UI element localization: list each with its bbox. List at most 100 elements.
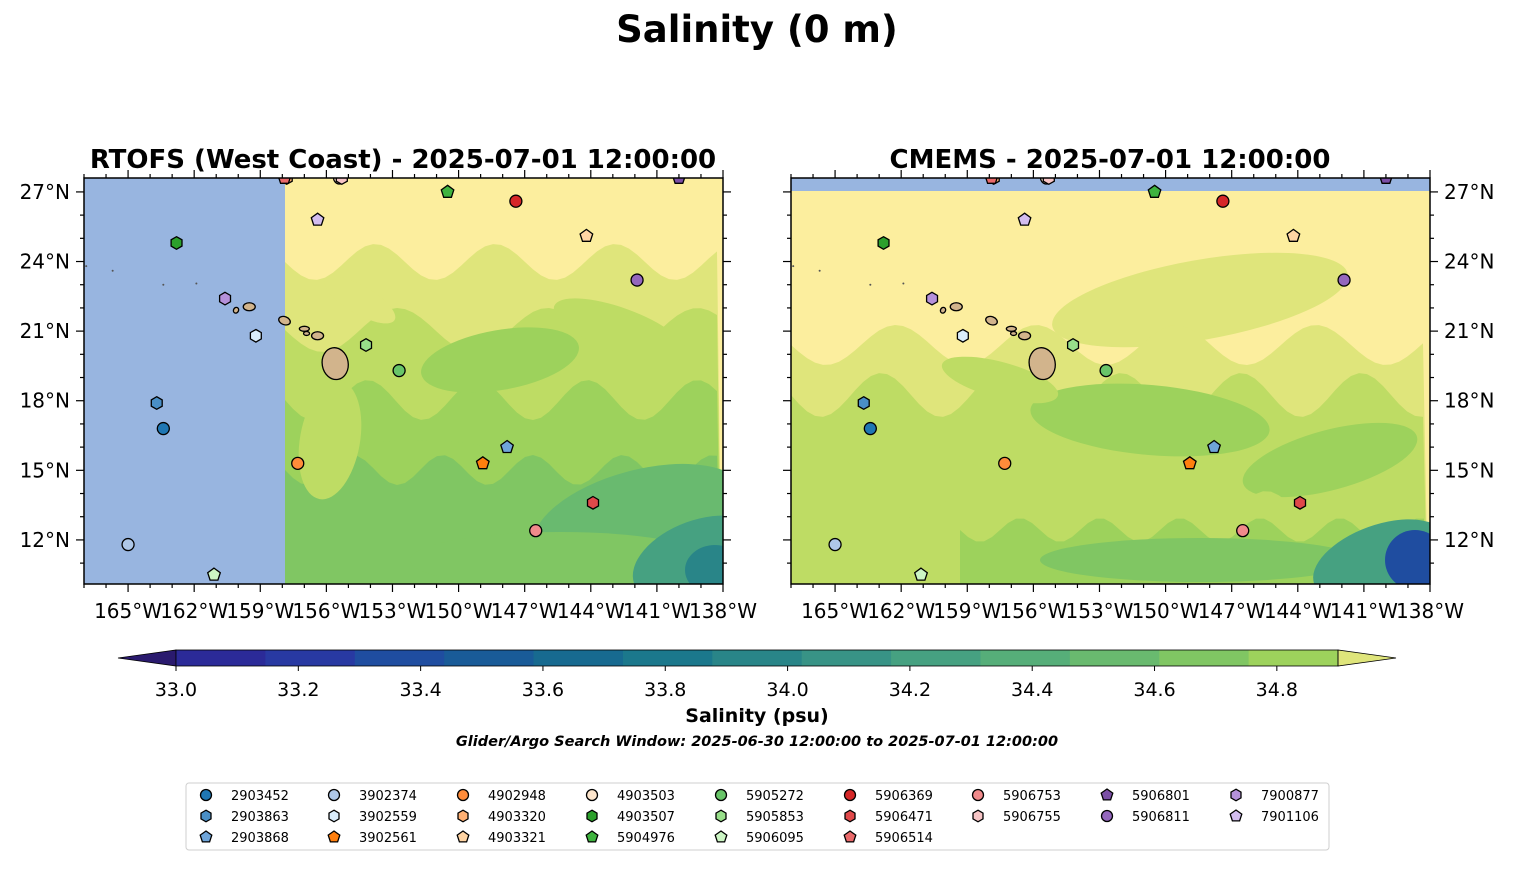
island — [1005, 325, 1017, 332]
legend-marker-4902948 — [456, 788, 470, 802]
x-tick-label: 138°W — [1396, 599, 1464, 623]
float-marker-5906755 — [335, 178, 348, 186]
legend-marker-5906753 — [971, 788, 985, 802]
float-marker-5906095 — [206, 567, 222, 581]
colorbar-segment — [712, 650, 803, 666]
legend-label-5906369: 5906369 — [875, 789, 933, 804]
island — [1017, 331, 1032, 341]
salinity-eddy — [834, 429, 1006, 511]
panel-rtofs: RTOFS (West Coast) - 2025-07-01 12:00:00… — [20, 145, 758, 623]
x-tick-label: 141°W — [1330, 599, 1398, 623]
float-marker-5906095 — [913, 567, 929, 581]
float-marker-4902948 — [998, 456, 1012, 471]
colorbar-segment — [176, 650, 266, 666]
land-hawaii-rtofs — [85, 265, 349, 381]
legend-label-5906801: 5906801 — [1132, 789, 1190, 804]
x-tick-label: 162°W — [867, 599, 935, 623]
float-marker-5905853 — [1066, 337, 1080, 353]
float-marker-4903321 — [579, 228, 594, 242]
legend-label-4903321: 4903321 — [488, 831, 546, 846]
island — [1009, 330, 1018, 337]
colorbar-segment — [444, 650, 535, 666]
colorbar-segment — [891, 650, 981, 666]
y-tick-label: 21°N — [20, 319, 70, 343]
float-marker-5906514 — [985, 178, 998, 184]
legend-marker-2903452 — [199, 788, 213, 802]
y-tick-label: 12°N — [1444, 528, 1494, 552]
float-marker-2903452 — [156, 421, 170, 436]
atoll — [85, 265, 88, 268]
island — [278, 315, 291, 326]
legend-label-5906755: 5906755 — [1003, 810, 1061, 825]
colorbar-segment — [1248, 650, 1339, 666]
float-marker-4903507 — [877, 235, 890, 251]
float-marker-5905853 — [359, 337, 373, 353]
x-tick-label: 144°W — [557, 599, 625, 623]
x-tick-label: 141°W — [623, 599, 691, 623]
legend-label-5906811: 5906811 — [1132, 810, 1190, 825]
legend-marker-4903503 — [585, 788, 599, 802]
float-markers-cmems — [828, 178, 1393, 581]
legend-marker-7900877 — [1230, 788, 1242, 802]
y-tick-label: 24°N — [20, 250, 70, 274]
legend-marker-3902374 — [327, 788, 341, 802]
x-tick-label: 156°W — [999, 599, 1067, 623]
atoll — [818, 269, 821, 272]
x-tick-label: 153°W — [359, 599, 427, 623]
float-marker-4903321 — [1286, 228, 1301, 242]
salinity-eddy — [685, 545, 723, 584]
x-tick-label: 147°W — [491, 599, 559, 623]
float-markers-rtofs — [121, 178, 686, 581]
salinity-eddy — [1040, 538, 1360, 582]
legend-label-2903863: 2903863 — [231, 810, 289, 825]
float-marker-5906471 — [586, 495, 600, 510]
float-marker-3902374 — [121, 537, 135, 552]
colorbar-tick-label: 34.2 — [889, 679, 931, 701]
float-marker-5906753 — [1236, 523, 1250, 538]
colorbar-extend-low — [117, 649, 177, 667]
panel-title-cmems: CMEMS - 2025-07-01 12:00:00 — [890, 145, 1331, 175]
x-tick-label: 138°W — [689, 599, 757, 623]
x-tick-label: 165°W — [94, 599, 162, 623]
float-marker-7901106 — [1017, 212, 1032, 226]
axis-ticks-rtofs: 165°W162°W159°W156°W153°W150°W147°W144°W… — [20, 170, 757, 623]
colorbar-label: Salinity (psu) — [685, 705, 828, 727]
colorbar-tick-label: 34.0 — [766, 679, 808, 701]
legend-marker-4903320 — [457, 809, 469, 823]
panel-title-rtofs: RTOFS (West Coast) - 2025-07-01 12:00:00 — [90, 145, 716, 175]
legend-label-5906753: 5906753 — [1003, 789, 1061, 804]
colorbar-segment — [622, 650, 713, 666]
colorbar-segment — [1069, 650, 1160, 666]
axis-ticks-cmems: 165°W162°W159°W156°W153°W150°W147°W144°W… — [783, 170, 1494, 623]
island — [985, 315, 998, 326]
atoll — [792, 265, 795, 268]
float-marker-3902374 — [828, 537, 842, 552]
colorbar-tick-label: 33.2 — [277, 679, 319, 701]
float-marker-2903452 — [863, 421, 877, 436]
legend-label-7900877: 7900877 — [1261, 789, 1319, 804]
float-marker-5906811 — [630, 273, 644, 287]
panel-frame-rtofs — [83, 177, 724, 585]
legend-label-7901106: 7901106 — [1261, 810, 1319, 825]
float-marker-3902559 — [249, 328, 262, 343]
float-marker-5904976 — [440, 184, 455, 198]
y-tick-label: 24°N — [1444, 250, 1494, 274]
float-marker-5906753 — [529, 523, 543, 538]
y-tick-label: 27°N — [1444, 180, 1494, 204]
colorbar-segment — [265, 650, 356, 666]
salinity-eddy — [1242, 422, 1418, 498]
y-tick-label: 21°N — [1444, 319, 1494, 343]
float-marker-5906755 — [1042, 178, 1055, 186]
colorbar-tick-label: 33.6 — [522, 679, 564, 701]
legend-marker-3902561 — [327, 830, 341, 843]
y-tick-label: 18°N — [1444, 389, 1494, 413]
legend-marker-5906095 — [714, 830, 728, 843]
y-tick-label: 18°N — [20, 389, 70, 413]
search-window-note: Glider/Argo Search Window: 2025-06-30 12… — [456, 734, 1058, 750]
legend-label-4903507: 4903507 — [617, 810, 675, 825]
legend-label-5906095: 5906095 — [746, 831, 804, 846]
float-marker-5905272 — [1099, 363, 1113, 378]
legend-marker-4903507 — [586, 809, 598, 823]
colorbar-segment — [533, 650, 624, 666]
